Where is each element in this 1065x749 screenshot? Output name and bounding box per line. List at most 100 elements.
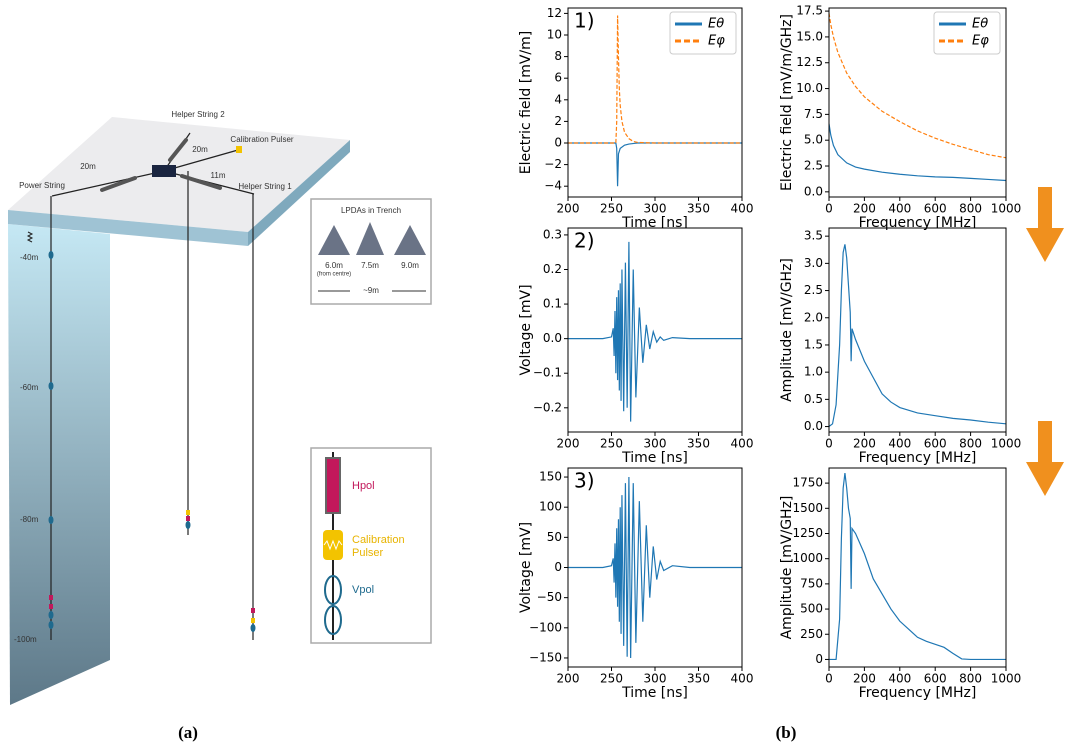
label: 20m <box>80 162 96 171</box>
y-tick-label: −50 <box>537 590 562 604</box>
x-tick-label: 800 <box>959 202 982 216</box>
x-tick-label: 300 <box>644 672 667 686</box>
x-tick-label: 1000 <box>991 437 1022 451</box>
x-tick-label: 0 <box>825 202 833 216</box>
y-tick-label: 1750 <box>792 476 823 490</box>
depth-label: -100m <box>14 635 37 644</box>
x-tick-label: 400 <box>731 202 754 216</box>
legend-box <box>669 11 737 55</box>
y-tick-label: 1.5 <box>804 337 823 351</box>
series-line <box>829 123 1006 182</box>
antenna-legend: Hpol Calibration Pulser Vpol <box>310 447 432 644</box>
label: 20m <box>192 145 208 154</box>
antennas <box>48 251 256 632</box>
depth-label: -60m <box>20 383 39 392</box>
x-tick-label: 1000 <box>991 202 1022 216</box>
span: ~9m <box>363 286 379 295</box>
x-tick-label: 200 <box>853 437 876 451</box>
plot-frame <box>567 7 743 198</box>
x-tick-label: 400 <box>731 672 754 686</box>
y-tick-label: 1500 <box>792 501 823 515</box>
x-tick-label: 200 <box>853 202 876 216</box>
y-tick-label: −100 <box>529 620 562 634</box>
daq-box <box>152 165 176 177</box>
x-axis-label: Frequency [MHz] <box>859 450 977 466</box>
cable-coil <box>26 231 34 243</box>
x-tick-label: 400 <box>888 437 911 451</box>
depth-label: -80m <box>20 515 39 524</box>
y-axis-label: Electric field [mV/m/GHz] <box>779 14 795 191</box>
caption: (a) <box>178 723 198 742</box>
legend-text: Hpol <box>352 480 375 492</box>
arrows <box>1026 187 1064 496</box>
x-tick-label: 350 <box>687 202 710 216</box>
y-tick-label: 0 <box>554 560 562 574</box>
y-axis-label: Amplitude [mV/GHz] <box>779 258 795 402</box>
y-tick-label: 6 <box>554 71 562 85</box>
plot-frame <box>828 227 1007 433</box>
y-tick-label: 12 <box>547 6 562 20</box>
x-tick-label: 250 <box>600 202 623 216</box>
x-tick-label: 300 <box>644 202 667 216</box>
y-tick-label: 2.0 <box>804 310 823 324</box>
label: 11m <box>211 171 226 180</box>
x-axis-label: Time [ns] <box>621 215 688 231</box>
x-tick-label: 200 <box>557 437 580 451</box>
legend-label: Eφ <box>972 34 989 49</box>
y-tick-label: −0.2 <box>533 400 562 414</box>
label: Helper String 2 <box>171 110 225 119</box>
y-tick-label: 500 <box>800 602 823 616</box>
y-tick-label: 0.3 <box>543 227 562 241</box>
y-tick-label: 3.0 <box>804 256 823 270</box>
x-tick-label: 800 <box>959 437 982 451</box>
label: Power String <box>19 181 65 190</box>
y-axis-label: Voltage [mV] <box>518 522 534 613</box>
y-tick-label: 8 <box>554 49 562 63</box>
legend-text: Pulser <box>352 547 384 559</box>
y-tick-label: 0.0 <box>804 419 823 433</box>
x-tick-label: 1000 <box>991 672 1022 686</box>
x-tick-label: 350 <box>687 437 710 451</box>
station-diagram: Helper String 2 Calibration Pulser 20m 2… <box>8 110 432 705</box>
caption: (b) <box>776 723 797 742</box>
x-tick-label: 600 <box>924 202 947 216</box>
y-tick-label: 7.5 <box>804 107 823 121</box>
y-tick-label: 10 <box>547 28 562 42</box>
x-tick-label: 400 <box>888 202 911 216</box>
series-line <box>568 142 742 187</box>
y-tick-label: 0.0 <box>804 184 823 198</box>
y-tick-label: 4 <box>554 92 562 106</box>
panel-label: 1) <box>574 9 595 33</box>
legend-text: Calibration <box>352 534 405 546</box>
ice-wall <box>8 224 110 705</box>
panel-label: 2) <box>574 229 595 253</box>
x-tick-label: 400 <box>731 437 754 451</box>
series-line <box>568 15 742 144</box>
y-tick-label: 12.5 <box>796 55 823 69</box>
y-tick-label: 50 <box>547 530 562 544</box>
x-tick-label: 600 <box>924 672 947 686</box>
surface-side <box>248 140 350 246</box>
legend-text: Vpol <box>352 584 374 596</box>
label: Calibration Pulser <box>230 135 293 144</box>
x-axis-label: Frequency [MHz] <box>859 685 977 701</box>
legend-label: Eθ <box>708 17 724 32</box>
x-tick-label: 800 <box>959 672 982 686</box>
x-tick-label: 200 <box>557 672 580 686</box>
y-tick-label: 5.0 <box>804 133 823 147</box>
y-tick-label: 0 <box>554 136 562 150</box>
x-axis-label: Time [ns] <box>621 685 688 701</box>
y-tick-label: 250 <box>800 627 823 641</box>
y-tick-label: 17.5 <box>796 4 823 18</box>
y-tick-label: 2 <box>554 114 562 128</box>
distance: 6.0m <box>325 261 343 270</box>
y-axis-label: Amplitude [mV/GHz] <box>779 496 795 640</box>
y-tick-label: 750 <box>800 576 823 590</box>
plot-frame <box>567 227 743 433</box>
x-tick-label: 0 <box>825 437 833 451</box>
y-tick-label: −4 <box>544 179 562 193</box>
y-tick-label: −150 <box>529 650 562 664</box>
distance: 9.0m <box>401 261 419 270</box>
y-tick-label: 1.0 <box>804 365 823 379</box>
